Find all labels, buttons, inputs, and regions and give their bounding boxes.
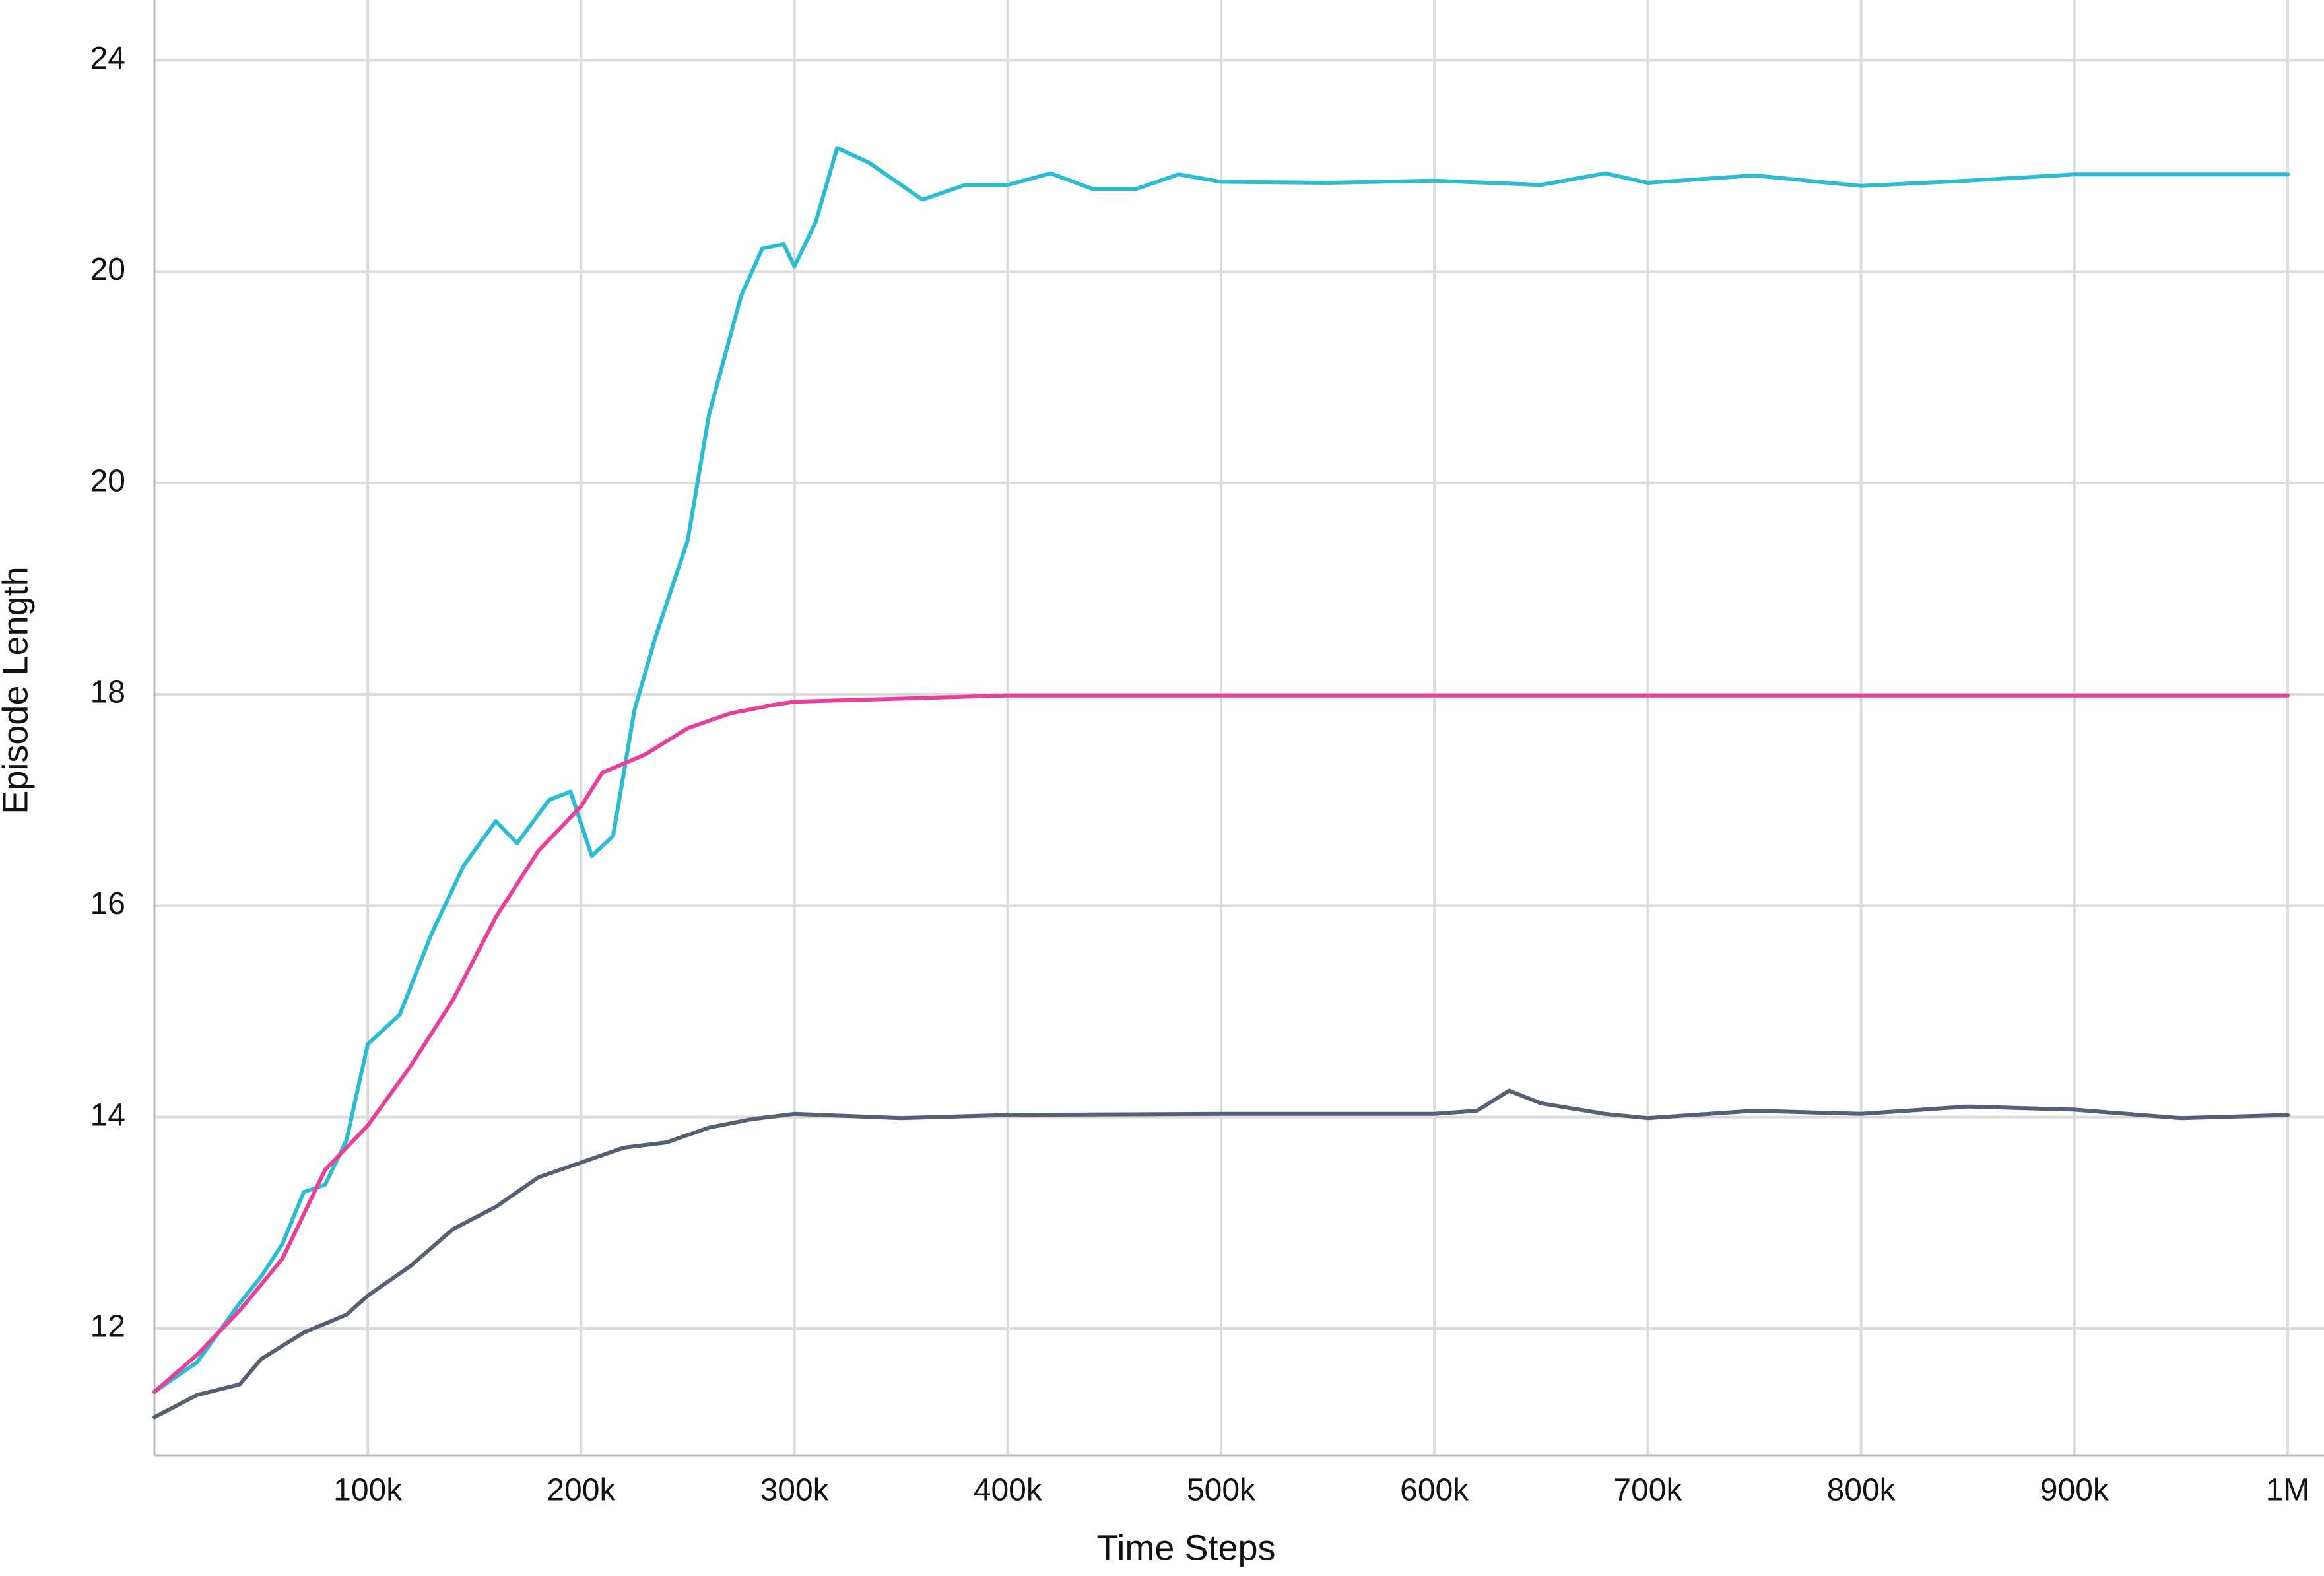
y-axis-title: Episode Length bbox=[0, 566, 35, 814]
x-tick-label: 900k bbox=[2040, 1473, 2109, 1508]
x-tick-label: 700k bbox=[1613, 1473, 1682, 1508]
y-tick-label: 14 bbox=[90, 1098, 125, 1133]
x-axis-title: Time Steps bbox=[1096, 1528, 1275, 1567]
x-tick-label: 600k bbox=[1400, 1473, 1469, 1508]
x-tick-label: 1M bbox=[2266, 1473, 2310, 1508]
y-tick-label: 24 bbox=[90, 41, 125, 76]
series-line bbox=[152, 693, 2290, 1394]
x-tick-label: 200k bbox=[547, 1473, 616, 1508]
y-tick-label: 20 bbox=[90, 463, 125, 498]
x-tick-label: 400k bbox=[974, 1473, 1043, 1508]
y-tick-label: 12 bbox=[90, 1309, 125, 1344]
y-tick-label: 20 bbox=[90, 252, 125, 287]
x-tick-label: 300k bbox=[760, 1473, 830, 1508]
series-line bbox=[152, 146, 2290, 1394]
y-tick-label: 18 bbox=[90, 675, 125, 710]
x-tick-label: 800k bbox=[1827, 1473, 1896, 1508]
x-tick-label: 100k bbox=[333, 1473, 403, 1508]
series-line bbox=[152, 1088, 2290, 1420]
x-tick-label: 500k bbox=[1187, 1473, 1256, 1508]
y-tick-label: 16 bbox=[90, 886, 125, 921]
